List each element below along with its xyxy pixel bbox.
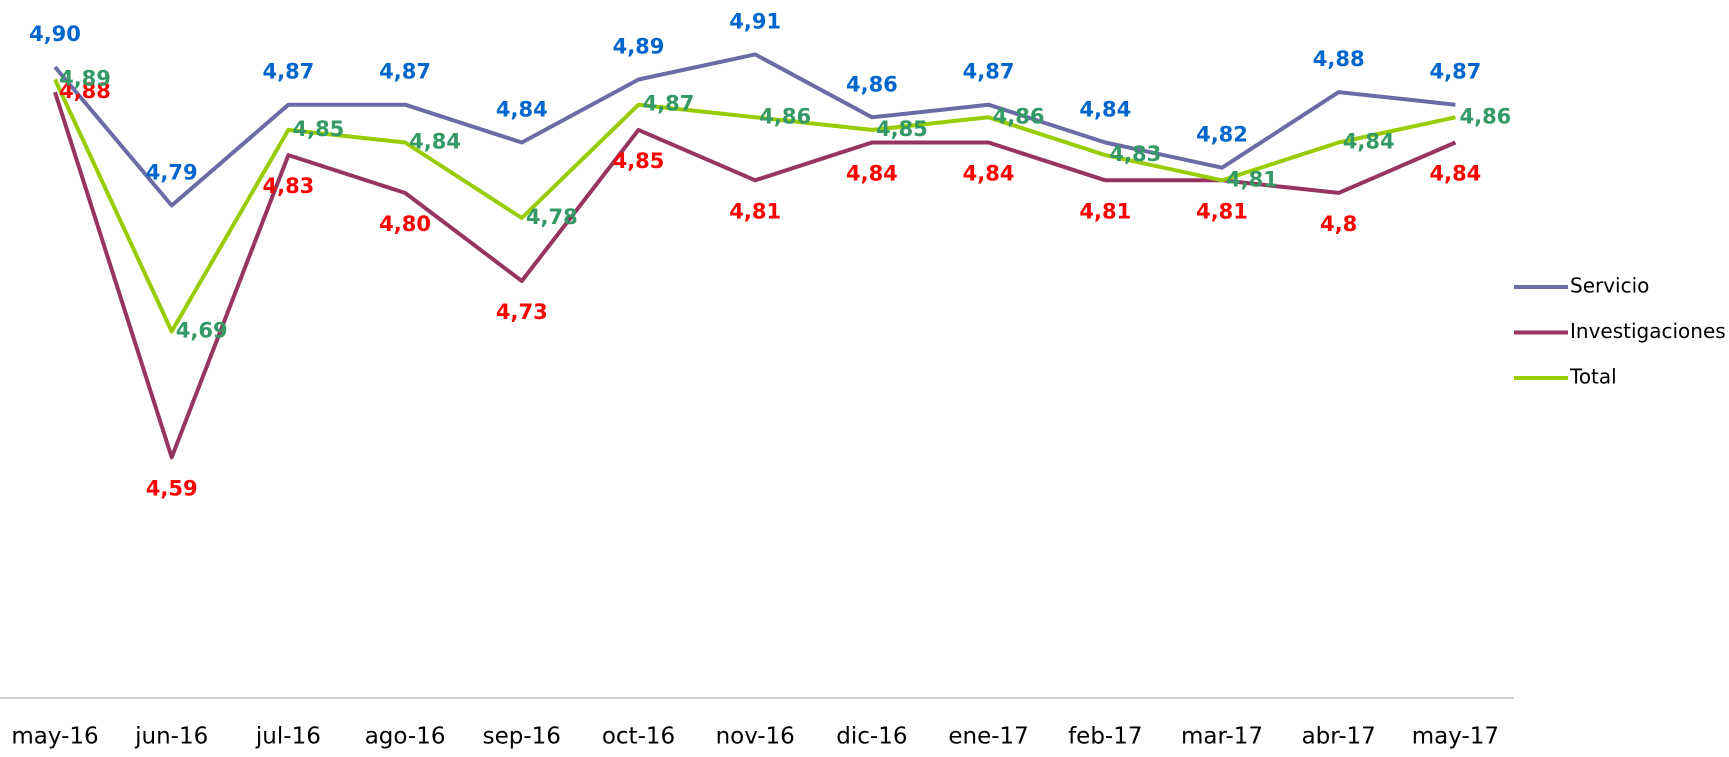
x-tick-label: mar-17	[1181, 724, 1263, 750]
data-label: 4,8	[1320, 212, 1357, 236]
series-line	[53, 52, 1456, 208]
data-label: 4,86	[993, 104, 1045, 128]
data-label: 4,84	[963, 162, 1015, 186]
x-tick-label: ene-17	[948, 724, 1028, 750]
data-label: 4,81	[729, 199, 781, 223]
data-label: 4,85	[876, 117, 928, 141]
data-label: 4,89	[613, 35, 665, 59]
data-label: 4,84	[1079, 98, 1131, 122]
data-label: 4,81	[1079, 199, 1131, 223]
data-label: 4,84	[409, 130, 461, 154]
data-label: 4,86	[759, 104, 811, 128]
data-label: 4,84	[496, 98, 548, 122]
data-label: 4,83	[262, 174, 314, 198]
data-label: 4,90	[29, 22, 81, 46]
data-label: 4,59	[146, 476, 198, 500]
data-label: 4,86	[846, 72, 898, 96]
data-label: 4,80	[379, 212, 431, 236]
data-label: 4,87	[963, 60, 1015, 84]
legend-label: Investigaciones	[1570, 319, 1726, 343]
data-label: 4,81	[1196, 199, 1248, 223]
x-tick-label: ago-16	[365, 724, 446, 750]
data-label: 4,88	[59, 79, 111, 103]
data-label: 4,69	[176, 318, 228, 342]
data-label: 4,87	[379, 60, 431, 84]
data-label: 4,86	[1459, 104, 1511, 128]
series-line	[53, 91, 1457, 460]
legend-label: Total	[1569, 365, 1617, 389]
data-label: 4,73	[496, 300, 548, 324]
x-tick-label: oct-16	[602, 724, 675, 750]
data-label: 4,85	[613, 149, 665, 173]
data-label: 4,82	[1196, 123, 1248, 147]
data-label: 4,89	[59, 67, 111, 91]
data-label: 4,87	[643, 92, 695, 116]
x-tick-label: abr-17	[1302, 724, 1376, 750]
data-label: 4,79	[146, 160, 198, 184]
data-label: 4,81	[1226, 167, 1278, 191]
legend-label: Servicio	[1570, 274, 1649, 298]
x-tick-label: may-16	[11, 724, 98, 750]
data-label: 4,84	[846, 162, 898, 186]
data-label: 4,78	[526, 205, 578, 229]
x-tick-label: sep-16	[483, 724, 561, 750]
data-label: 4,88	[1313, 47, 1365, 71]
data-label: 4,84	[1429, 162, 1481, 186]
x-tick-label: jul-16	[255, 724, 321, 750]
series-line	[53, 78, 1456, 334]
data-label: 4,87	[262, 60, 314, 84]
x-tick-label: dic-16	[836, 724, 907, 750]
x-tick-label: feb-17	[1068, 724, 1142, 750]
data-label: 4,84	[1343, 130, 1395, 154]
data-label: 4,87	[1429, 60, 1481, 84]
x-tick-label: jun-16	[134, 724, 208, 750]
x-tick-label: nov-16	[716, 724, 795, 750]
data-label: 4,91	[729, 9, 781, 33]
data-label: 4,83	[1109, 142, 1161, 166]
data-label: 4,85	[292, 117, 344, 141]
x-tick-label: may-17	[1412, 724, 1499, 750]
